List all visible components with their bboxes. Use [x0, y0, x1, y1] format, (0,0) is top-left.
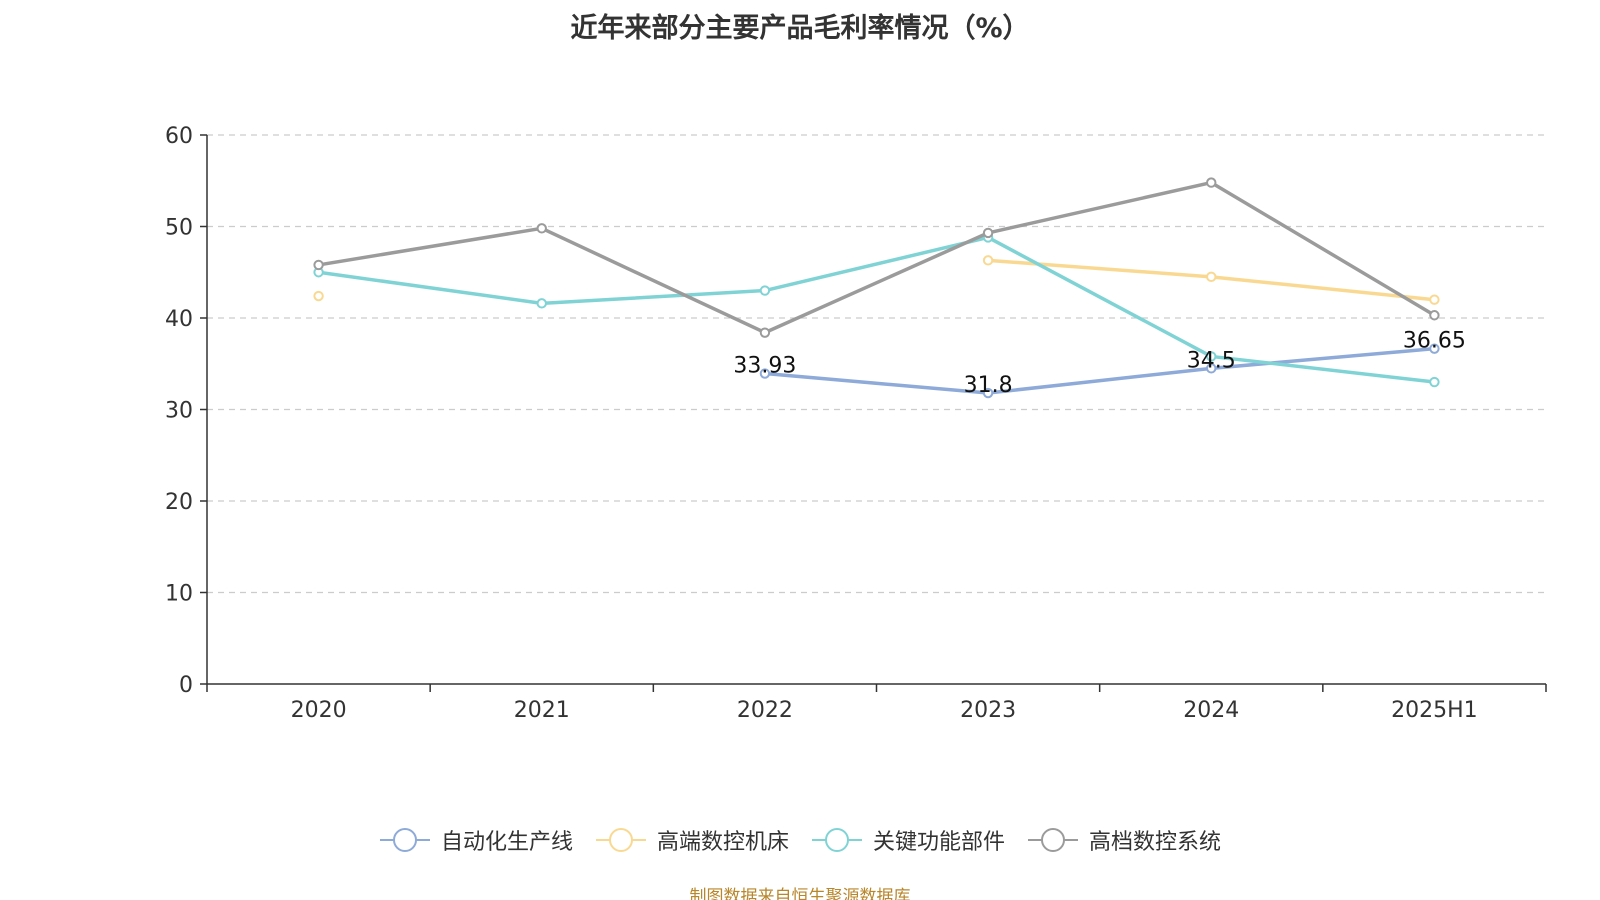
- x-tick-label: 2025H1: [1391, 698, 1478, 723]
- legend-swatch-icon: [1028, 828, 1079, 852]
- legend-label: 自动化生产线: [440, 830, 573, 855]
- y-tick-label: 30: [165, 399, 193, 424]
- data-point-2-5: [1429, 376, 1440, 388]
- chart-title: 近年来部分主要产品毛利率情况（%）: [570, 13, 1030, 44]
- chart-legend: 自动化生产线 高端数控机床 关键功能部件 高档数控系统: [0, 824, 1600, 856]
- data-point-0-3: [982, 387, 994, 399]
- data-point-0-4: [1206, 363, 1217, 374]
- legend-swatch-icon: [595, 828, 646, 852]
- data-point-2-4: [1206, 351, 1217, 362]
- series-line-2: [316, 235, 1437, 384]
- data-point-0-5: [1429, 343, 1440, 354]
- data-point-3-3: [982, 227, 994, 239]
- legend-swatch-icon: [379, 828, 430, 852]
- legend-swatch-icon: [812, 828, 862, 852]
- data-point-3-2: [759, 327, 771, 338]
- legend-item[interactable]: 高端数控机床: [595, 824, 789, 856]
- legend-label: 高端数控机床: [656, 830, 789, 855]
- y-tick-label: 40: [165, 307, 193, 332]
- y-tick-label: 20: [165, 490, 193, 515]
- data-label: 36.65: [1403, 329, 1466, 354]
- data-point-0-2: [759, 368, 771, 379]
- y-tick-label: 60: [165, 124, 193, 149]
- data-point-2-2: [759, 285, 771, 296]
- legend-item[interactable]: 自动化生产线: [379, 824, 573, 856]
- x-tick-label: 2024: [1183, 698, 1239, 723]
- y-tick-label: 10: [165, 582, 193, 607]
- data-point-1-4: [1206, 271, 1217, 283]
- data-point-3-5: [1429, 310, 1440, 321]
- data-point-1-3: [982, 255, 994, 266]
- legend-label: 高档数控系统: [1089, 830, 1222, 855]
- data-point-2-1: [536, 298, 547, 309]
- legend-label: 关键功能部件: [873, 830, 1006, 855]
- x-tick-label: 2021: [514, 698, 570, 723]
- data-point-3-4: [1206, 177, 1217, 188]
- x-tick-label: 2023: [960, 698, 1016, 723]
- series-line-0: [763, 346, 1437, 395]
- legend-item[interactable]: 关键功能部件: [811, 824, 1005, 856]
- data-point-1-5: [1429, 294, 1440, 305]
- y-tick-label: 0: [179, 673, 193, 698]
- series-line-3: [316, 180, 1437, 335]
- legend-item[interactable]: 高档数控系统: [1027, 824, 1221, 856]
- data-point-1-0: [313, 290, 324, 302]
- data-label: 34.5: [1187, 348, 1236, 373]
- data-point-3-0: [313, 259, 324, 271]
- source-note: 制图数据来自恒生聚源数据库: [689, 887, 911, 900]
- x-tick-label: 2020: [291, 698, 347, 723]
- y-tick-label: 50: [165, 216, 193, 241]
- x-tick-label: 2022: [737, 698, 793, 723]
- data-label: 33.93: [733, 354, 796, 379]
- data-label: 31.8: [964, 373, 1013, 398]
- data-point-3-1: [536, 223, 547, 234]
